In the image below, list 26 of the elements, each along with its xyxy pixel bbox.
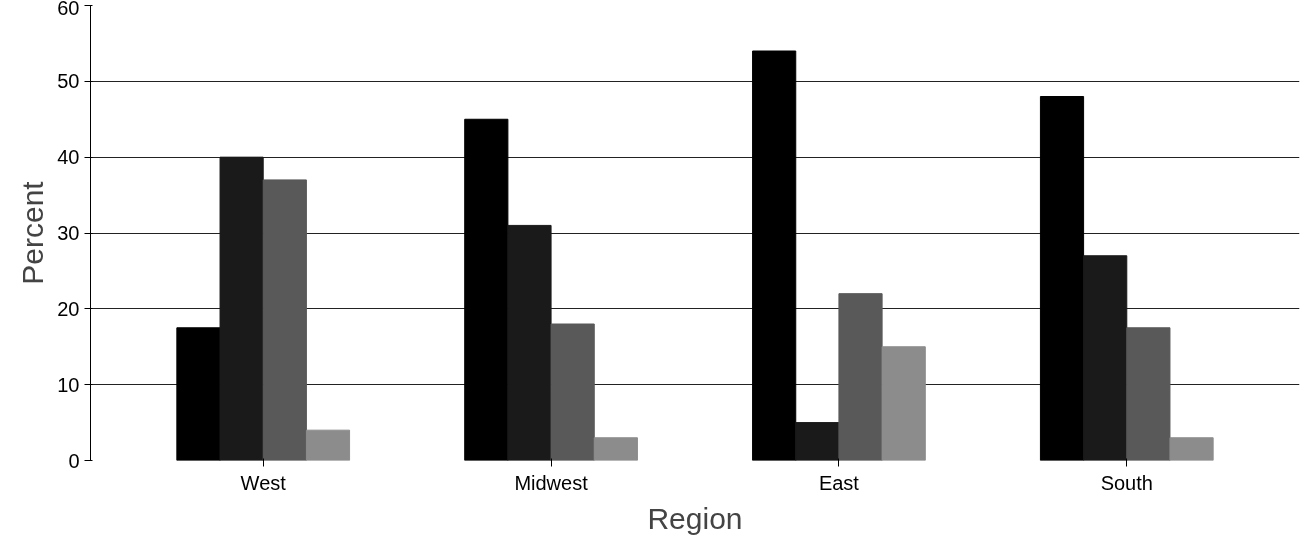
bar <box>1039 96 1085 461</box>
bar <box>176 327 221 461</box>
y-tick-label: 0 <box>68 449 80 472</box>
bar <box>262 179 307 461</box>
bar <box>305 429 351 461</box>
y-tick-label: 10 <box>57 373 80 396</box>
bar <box>881 346 926 461</box>
bar <box>1126 327 1171 461</box>
bar <box>752 50 797 461</box>
y-tick-label: 30 <box>57 222 80 244</box>
bar <box>838 293 883 461</box>
x-tick-label: Midwest <box>514 471 589 494</box>
bar <box>1169 437 1214 461</box>
y-tick-label: 40 <box>57 146 80 169</box>
bar <box>464 118 509 461</box>
x-axis-title: Region <box>647 501 743 535</box>
y-tick-label: 50 <box>57 70 80 93</box>
y-tick-label: 20 <box>57 297 80 320</box>
x-tick-label: South <box>1100 471 1153 494</box>
x-tick-label: East <box>818 471 860 494</box>
bar <box>795 422 840 461</box>
bar <box>550 323 595 461</box>
y-tick-label: 60 <box>57 0 80 19</box>
bar <box>593 437 638 461</box>
y-axis-title: Percent <box>16 180 50 285</box>
x-tick-label: West <box>240 471 287 494</box>
